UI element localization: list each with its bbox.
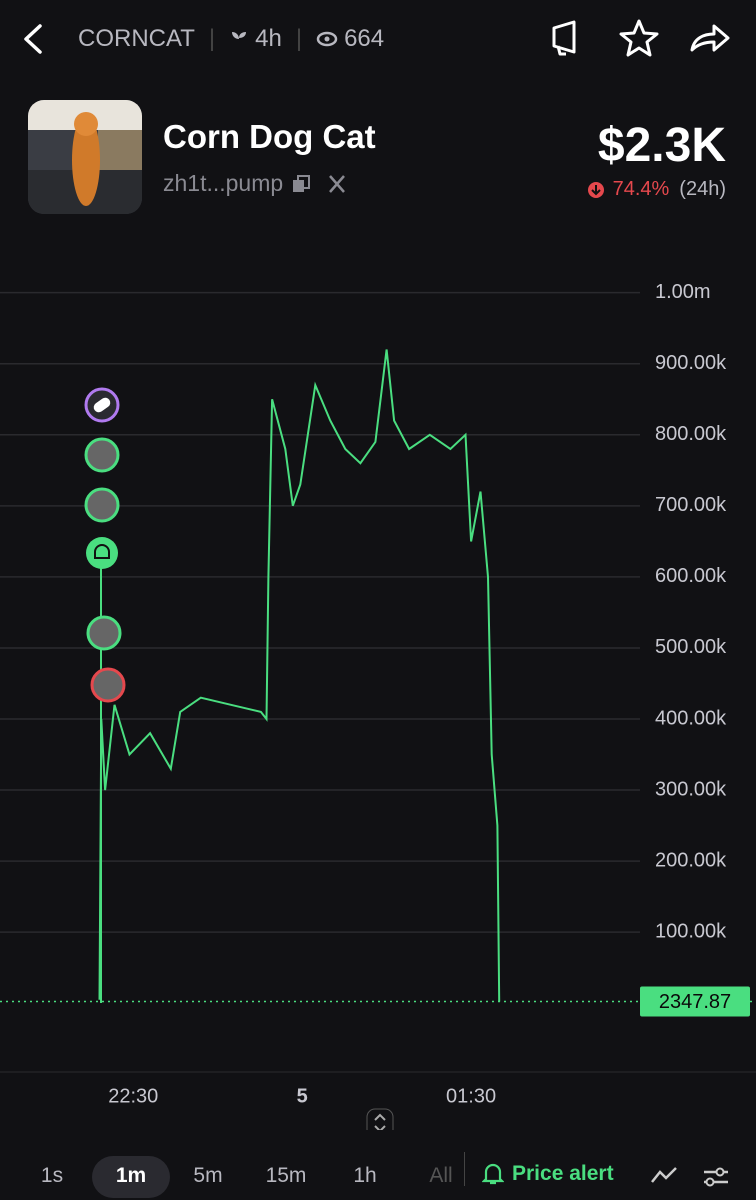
megaphone-button[interactable] <box>552 20 576 56</box>
y-tick-label: 400.00k <box>655 707 727 729</box>
token-address: zh1t...pump <box>163 170 284 196</box>
y-tick-label: 600.00k <box>655 565 727 587</box>
change-period: (24h) <box>679 178 726 200</box>
last-price-box <box>640 986 750 1017</box>
price-change-row: 74.4% (24h) <box>587 178 726 201</box>
token-image <box>28 100 142 214</box>
interval-tab[interactable]: 1m <box>115 1164 147 1187</box>
header-actions <box>552 19 730 57</box>
trade-markers <box>84 387 126 703</box>
y-tick-label: 700.00k <box>655 494 727 516</box>
bell-icon <box>482 1163 504 1185</box>
price-alert-button[interactable]: Price alert <box>482 1162 614 1186</box>
price-chart: 100.00k 200.00k 300.00k 400.00k 500.00k 600.0… <box>0 281 756 1130</box>
interval-tab[interactable]: 5m <box>193 1164 223 1187</box>
divider: | <box>208 25 216 52</box>
y-tick-label: 500.00k <box>655 636 727 658</box>
down-icon <box>587 181 604 198</box>
age: 4h <box>255 25 282 52</box>
eye-icon <box>316 31 338 47</box>
x-link[interactable] <box>327 174 347 194</box>
token-name: Corn Dog Cat <box>163 118 376 155</box>
scale-toggle[interactable] <box>366 1108 394 1130</box>
y-tick-label: 100.00k <box>655 920 727 942</box>
last-price-label: 2347.87 <box>659 991 731 1013</box>
interval-tab[interactable]: 1s <box>40 1164 64 1187</box>
back-button[interactable] <box>18 22 48 56</box>
selected-interval-bg <box>92 1156 170 1198</box>
y-tick-label: 200.00k <box>655 849 727 871</box>
y-tick-label: 900.00k <box>655 352 727 374</box>
price-alert-label: Price alert <box>512 1162 614 1185</box>
sprout-icon <box>232 32 247 47</box>
star-button[interactable] <box>619 19 659 57</box>
chart-tools[interactable] <box>650 1164 740 1190</box>
token-price: $2.3K <box>597 119 726 172</box>
symbol: CORNCAT <box>78 25 195 52</box>
copy-button[interactable] <box>291 174 311 194</box>
x-tick-label: 22:30 <box>108 1085 158 1107</box>
token-address-row: zh1t...pump <box>163 170 347 197</box>
viewers: 664 <box>344 25 385 52</box>
price-line <box>98 349 501 1002</box>
price-change: 74.4% <box>612 178 670 200</box>
interval-tab[interactable]: 15m <box>265 1164 307 1187</box>
share-button[interactable] <box>690 24 730 52</box>
x-tick-label: 01:30 <box>446 1085 496 1107</box>
divider: | <box>295 25 303 52</box>
y-tick-label: 300.00k <box>655 778 727 800</box>
divider <box>464 1152 465 1186</box>
x-tick-label: 5 <box>297 1085 308 1107</box>
y-tick-label: 1.00m <box>655 281 711 303</box>
header-info: CORNCAT | 4h | 664 <box>78 22 384 56</box>
interval-tab[interactable]: 1h <box>353 1164 377 1187</box>
interval-tab[interactable]: All <box>429 1164 453 1187</box>
toolbar: 1s 1m 5m 15m 1h All Price alert <box>0 1140 756 1200</box>
y-tick-label: 800.00k <box>655 423 727 445</box>
